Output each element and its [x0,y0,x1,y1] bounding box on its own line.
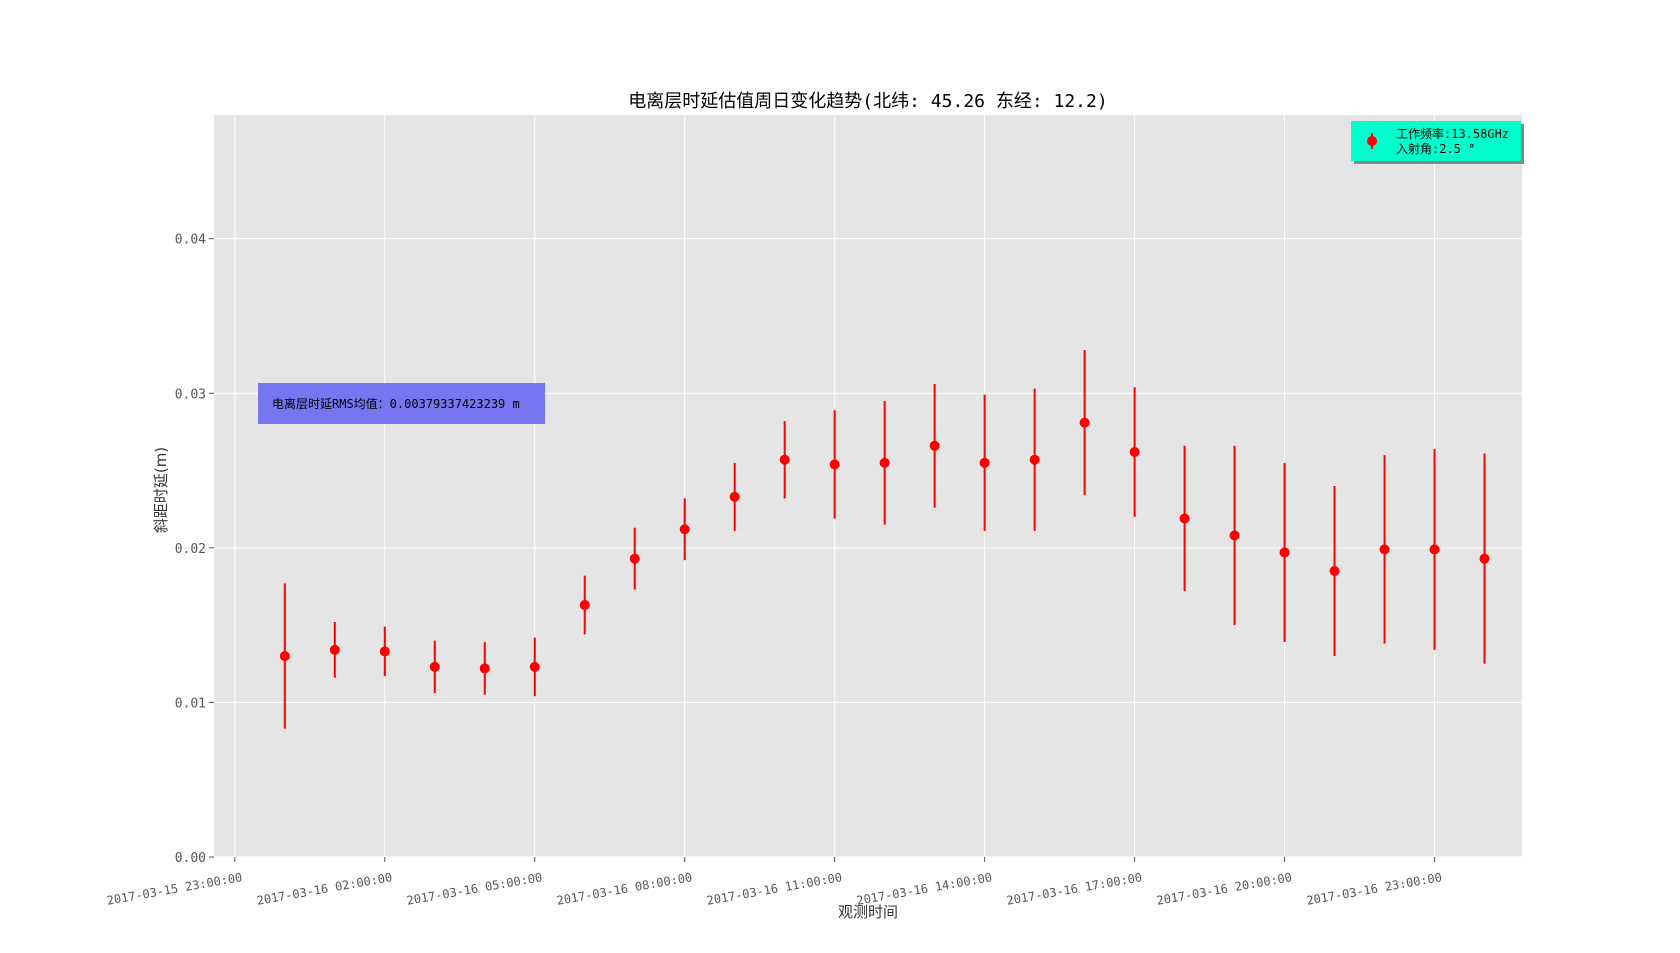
data-point [279,651,290,662]
y-tick-label: 0.04 [175,233,206,248]
data-point [429,661,440,672]
data-point [729,491,740,502]
data-point [329,644,340,655]
legend-label-line1: 工作频率:13.58GHz [1396,126,1509,141]
annotation-text: 电离层时延RMS均值：0.00379337423239 m [272,396,520,411]
data-point [1229,530,1240,541]
x-tick-label: 2017-03-16 02:00:00 [256,870,394,908]
chart-title: 电离层时延估值周日变化趋势(北纬: 45.26 东经: 12.2) [628,91,1107,112]
x-axis-ticks: 2017-03-15 23:00:00 2017-03-16 02:00:00 20… [106,857,1443,908]
data-point [779,454,790,465]
data-point [1429,544,1440,555]
legend-dot-marker [1367,136,1377,146]
x-tick-label: 2017-03-16 17:00:00 [1005,870,1143,908]
x-tick-label: 2017-03-16 11:00:00 [706,870,844,908]
data-point [529,661,540,672]
x-tick-label: 2017-03-15 23:00:00 [106,870,244,908]
data-point [679,524,690,535]
y-axis-label: 斜距时延(m) [152,447,170,533]
data-point [1279,547,1290,558]
legend-label-line2: 入射角:2.5 ° [1396,141,1475,156]
data-point [479,663,490,674]
x-tick-label: 2017-03-16 08:00:00 [556,870,694,908]
data-point [979,457,990,468]
y-axis-ticks: 0.00 0.01 0.02 0.03 0.04 [175,233,214,866]
annotation-box [258,383,545,424]
data-point [1179,513,1190,524]
plot-background [214,115,1522,857]
x-axis-label: 观测时间 [838,903,898,921]
data-point [379,646,390,657]
data-point [629,553,640,564]
y-tick-label: 0.00 [175,851,206,866]
data-point [1029,454,1040,465]
y-tick-label: 0.03 [175,387,206,402]
data-point [1379,544,1390,555]
legend-box [1351,121,1521,161]
data-point [579,600,590,611]
x-tick-label: 2017-03-16 23:00:00 [1305,870,1443,908]
data-point [1129,446,1140,457]
data-point [879,457,890,468]
annotation: 电离层时延RMS均值：0.00379337423239 m [258,383,545,424]
legend: 工作频率:13.58GHz 入射角:2.5 ° [1351,121,1524,164]
y-tick-label: 0.01 [175,696,206,711]
data-point [1329,566,1340,577]
series-layer [279,349,1490,729]
x-tick-label: 2017-03-16 20:00:00 [1155,870,1293,908]
data-point [1079,417,1090,428]
data-point [929,440,940,451]
x-tick-label: 2017-03-16 05:00:00 [406,870,544,908]
y-tick-label: 0.02 [175,542,206,557]
data-point [1479,553,1490,564]
data-point [829,459,840,470]
